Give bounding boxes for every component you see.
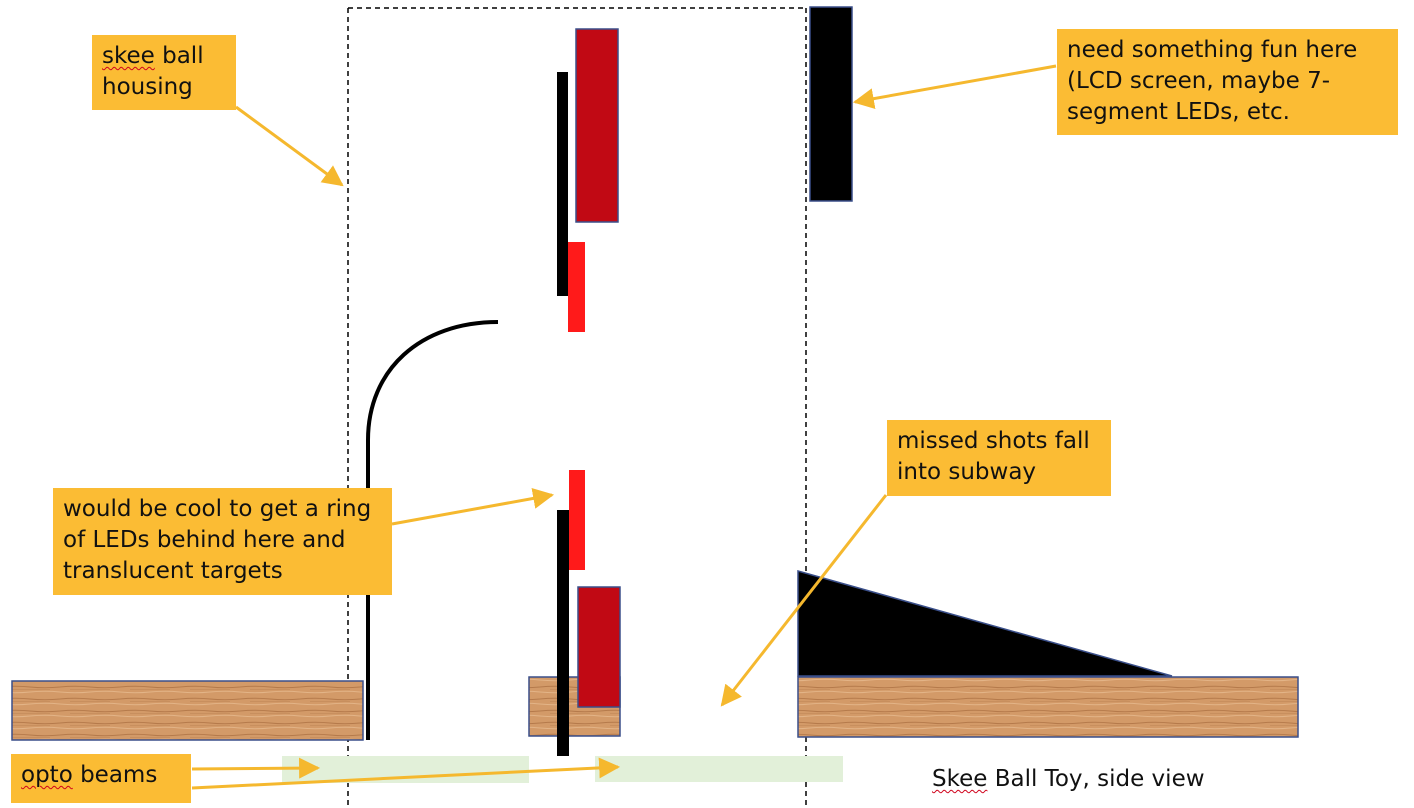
arrow-subway xyxy=(720,494,888,707)
note-opto-rest: beams xyxy=(72,762,158,788)
wood-floor-right xyxy=(797,676,1299,738)
caption-rest: Ball Toy, side view xyxy=(987,766,1205,792)
arrow-display xyxy=(852,64,1057,110)
ramp-triangle xyxy=(797,570,1173,677)
arrow-opto-left xyxy=(191,757,321,779)
curved-ramp xyxy=(366,320,499,740)
arrow-opto-right xyxy=(191,757,621,790)
note-housing: skee ball housing xyxy=(92,35,236,110)
arrow-housing xyxy=(235,105,344,187)
note-leds: would be cool to get a ring of LEDs behi… xyxy=(53,488,392,595)
opto-beam-right xyxy=(595,756,843,782)
note-housing-rest: ball housing xyxy=(102,43,204,100)
lower-target xyxy=(577,586,621,708)
note-housing-word: skee xyxy=(102,43,155,69)
upper-backboard xyxy=(557,72,568,296)
note-opto: opto beams xyxy=(11,754,191,803)
display-panel xyxy=(809,6,853,202)
arrow-leds xyxy=(391,488,555,526)
note-subway: missed shots fall into subway xyxy=(887,420,1111,496)
note-display: need something fun here (LCD screen, may… xyxy=(1057,29,1398,135)
upper-led-strip xyxy=(568,242,585,332)
wood-floor-left xyxy=(11,680,364,741)
lower-led-strip xyxy=(569,470,585,570)
note-opto-word: opto xyxy=(21,762,73,788)
lower-backboard xyxy=(557,510,569,756)
caption-word: Skee xyxy=(932,766,988,792)
upper-target xyxy=(575,28,619,223)
diagram-caption: Skee Ball Toy, side view xyxy=(932,764,1205,794)
